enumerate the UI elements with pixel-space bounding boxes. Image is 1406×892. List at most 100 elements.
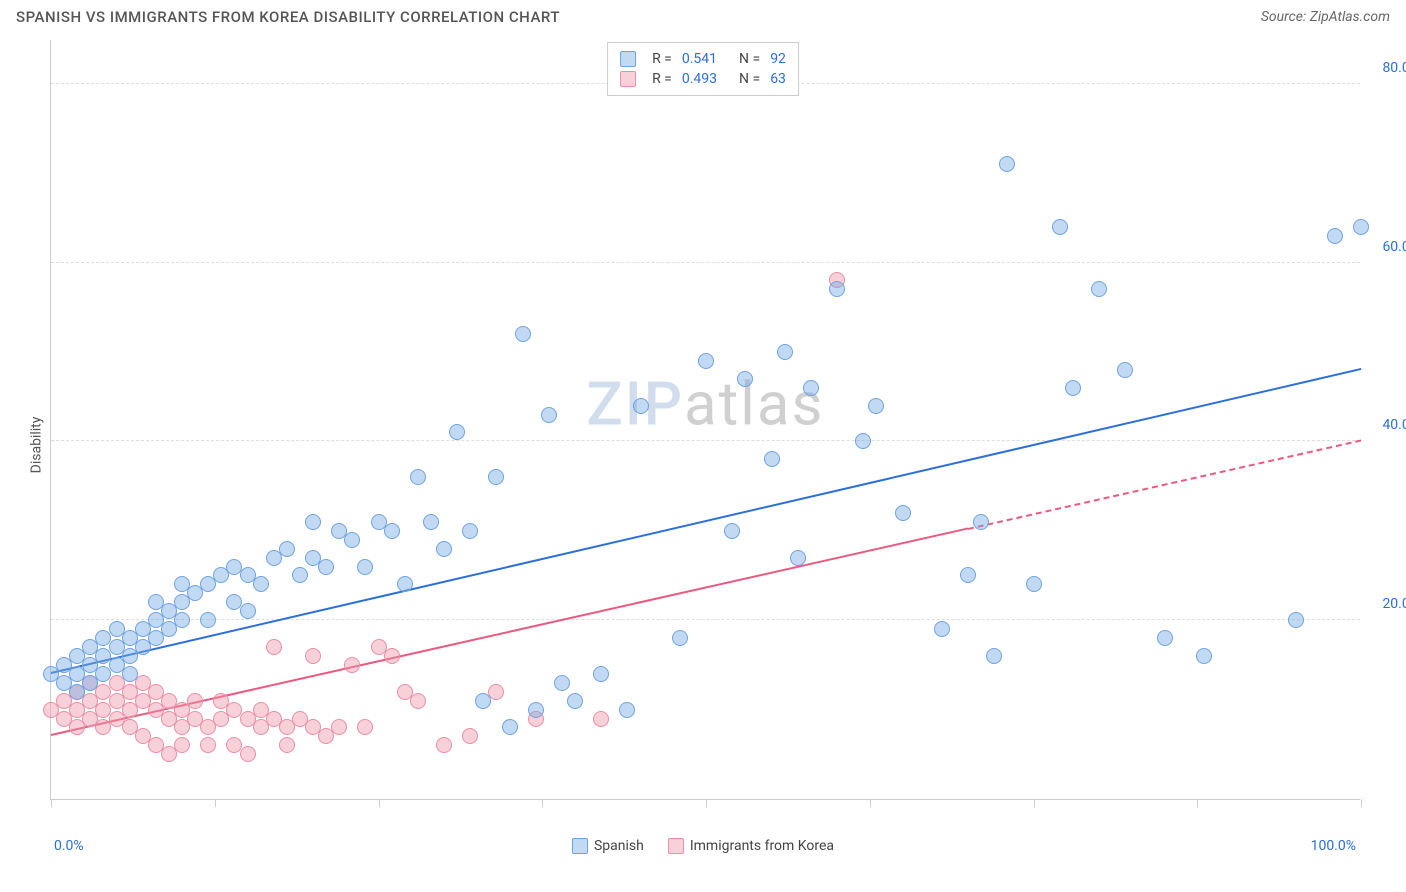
trend-line <box>968 439 1361 529</box>
data-point <box>986 648 1002 664</box>
data-point <box>292 567 308 583</box>
data-point <box>567 693 583 709</box>
y-tick-label: 80.0% <box>1382 60 1406 76</box>
data-point <box>410 693 426 709</box>
data-point <box>344 532 360 548</box>
data-point <box>724 523 740 539</box>
gridline <box>51 440 1360 441</box>
watermark: ZIPatlas <box>587 369 825 440</box>
data-point <box>187 693 203 709</box>
swatch-korea <box>668 838 684 854</box>
stat-row: R =0.493N =63 <box>620 69 786 89</box>
legend: Spanish Immigrants from Korea <box>572 838 834 854</box>
x-tick <box>51 799 52 807</box>
y-tick-label: 60.0% <box>1382 239 1406 255</box>
stat-row: R =0.541N =92 <box>620 49 786 69</box>
r-value: 0.493 <box>682 71 717 87</box>
x-tick <box>215 799 216 807</box>
data-point <box>541 407 557 423</box>
correlation-stats-box: R =0.541N =92R =0.493N =63 <box>607 42 799 96</box>
data-point <box>973 514 989 530</box>
x-tick <box>706 799 707 807</box>
chart-title: SPANISH VS IMMIGRANTS FROM KOREA DISABIL… <box>16 8 560 26</box>
data-point <box>1065 380 1081 396</box>
data-point <box>279 541 295 557</box>
gridline <box>51 619 1360 620</box>
n-value: 92 <box>770 51 786 67</box>
data-point <box>240 603 256 619</box>
legend-item-korea: Immigrants from Korea <box>668 838 834 854</box>
data-point <box>1117 362 1133 378</box>
data-point <box>174 737 190 753</box>
chart-area: Disability ZIPatlas 20.0%40.0%60.0%80.0%… <box>0 30 1406 860</box>
data-point <box>672 630 688 646</box>
data-point <box>305 514 321 530</box>
data-point <box>436 737 452 753</box>
data-point <box>764 451 780 467</box>
data-point <box>1091 281 1107 297</box>
data-point <box>698 353 714 369</box>
data-point <box>515 326 531 342</box>
data-point <box>528 702 544 718</box>
legend-item-spanish: Spanish <box>572 838 644 854</box>
data-point <box>410 469 426 485</box>
y-axis-label: Disability <box>28 417 44 474</box>
data-point <box>384 648 400 664</box>
source-name: ZipAtlas.com <box>1310 9 1390 25</box>
data-point <box>462 523 478 539</box>
x-tick <box>542 799 543 807</box>
stat-swatch <box>620 51 636 67</box>
x-tick <box>1197 799 1198 807</box>
data-point <box>593 666 609 682</box>
swatch-spanish <box>572 838 588 854</box>
data-point <box>357 559 373 575</box>
data-point <box>200 737 216 753</box>
trend-line <box>51 368 1361 674</box>
data-point <box>1353 219 1369 235</box>
y-tick-label: 20.0% <box>1382 596 1406 612</box>
data-point <box>829 281 845 297</box>
watermark-atlas: atlas <box>684 369 824 440</box>
data-point <box>449 424 465 440</box>
data-point <box>593 711 609 727</box>
source-prefix: Source: <box>1261 9 1310 25</box>
data-point <box>1288 612 1304 628</box>
data-point <box>803 380 819 396</box>
data-point <box>200 612 216 628</box>
data-point <box>895 505 911 521</box>
data-point <box>737 371 753 387</box>
x-tick <box>1361 799 1362 807</box>
x-tick <box>379 799 380 807</box>
data-point <box>331 719 347 735</box>
data-point <box>475 693 491 709</box>
r-value: 0.541 <box>682 51 717 67</box>
x-tick <box>870 799 871 807</box>
data-point <box>462 728 478 744</box>
data-point <box>1196 648 1212 664</box>
data-point <box>1026 576 1042 592</box>
data-point <box>122 666 138 682</box>
data-point <box>305 648 321 664</box>
data-point <box>502 719 518 735</box>
n-label: N = <box>739 51 760 67</box>
data-point <box>934 621 950 637</box>
data-point <box>790 550 806 566</box>
gridline <box>51 262 1360 263</box>
data-point <box>384 523 400 539</box>
data-point <box>633 398 649 414</box>
data-point <box>1052 219 1068 235</box>
data-point <box>240 746 256 762</box>
stat-swatch <box>620 71 636 87</box>
n-value: 63 <box>770 71 786 87</box>
data-point <box>357 719 373 735</box>
data-point <box>1327 228 1343 244</box>
legend-label-korea: Immigrants from Korea <box>690 838 834 854</box>
data-point <box>868 398 884 414</box>
data-point <box>253 576 269 592</box>
x-axis-max: 100.0% <box>1311 838 1356 854</box>
data-point <box>266 639 282 655</box>
data-point <box>999 156 1015 172</box>
r-label: R = <box>652 71 672 87</box>
data-point <box>777 344 793 360</box>
data-point <box>855 433 871 449</box>
